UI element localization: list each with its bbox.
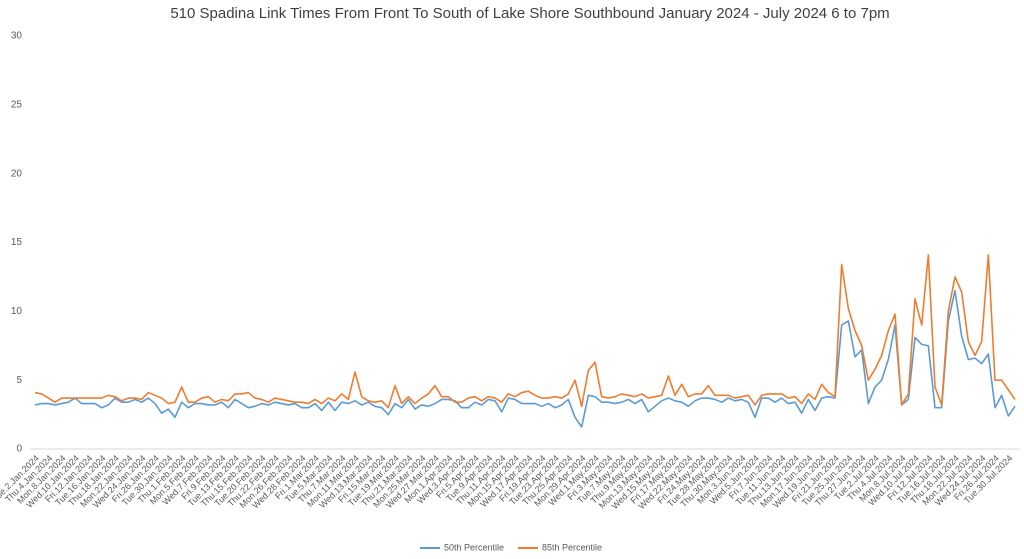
y-tick-label: 5 [16, 375, 22, 386]
y-tick-label: 25 [11, 99, 23, 110]
chart-title: 510 Spadina Link Times From Front To Sou… [170, 5, 889, 22]
legend-label: 85th Percentile [542, 542, 602, 552]
series-line [34, 254, 1016, 409]
y-tick-label: 30 [11, 31, 23, 42]
series-line [34, 289, 1016, 428]
y-tick-label: 10 [11, 306, 23, 317]
y-tick-label: 15 [11, 237, 23, 248]
y-tick-label: 20 [11, 168, 23, 179]
y-tick-label: 0 [16, 444, 22, 455]
legend-label: 50th Percentile [444, 542, 504, 552]
